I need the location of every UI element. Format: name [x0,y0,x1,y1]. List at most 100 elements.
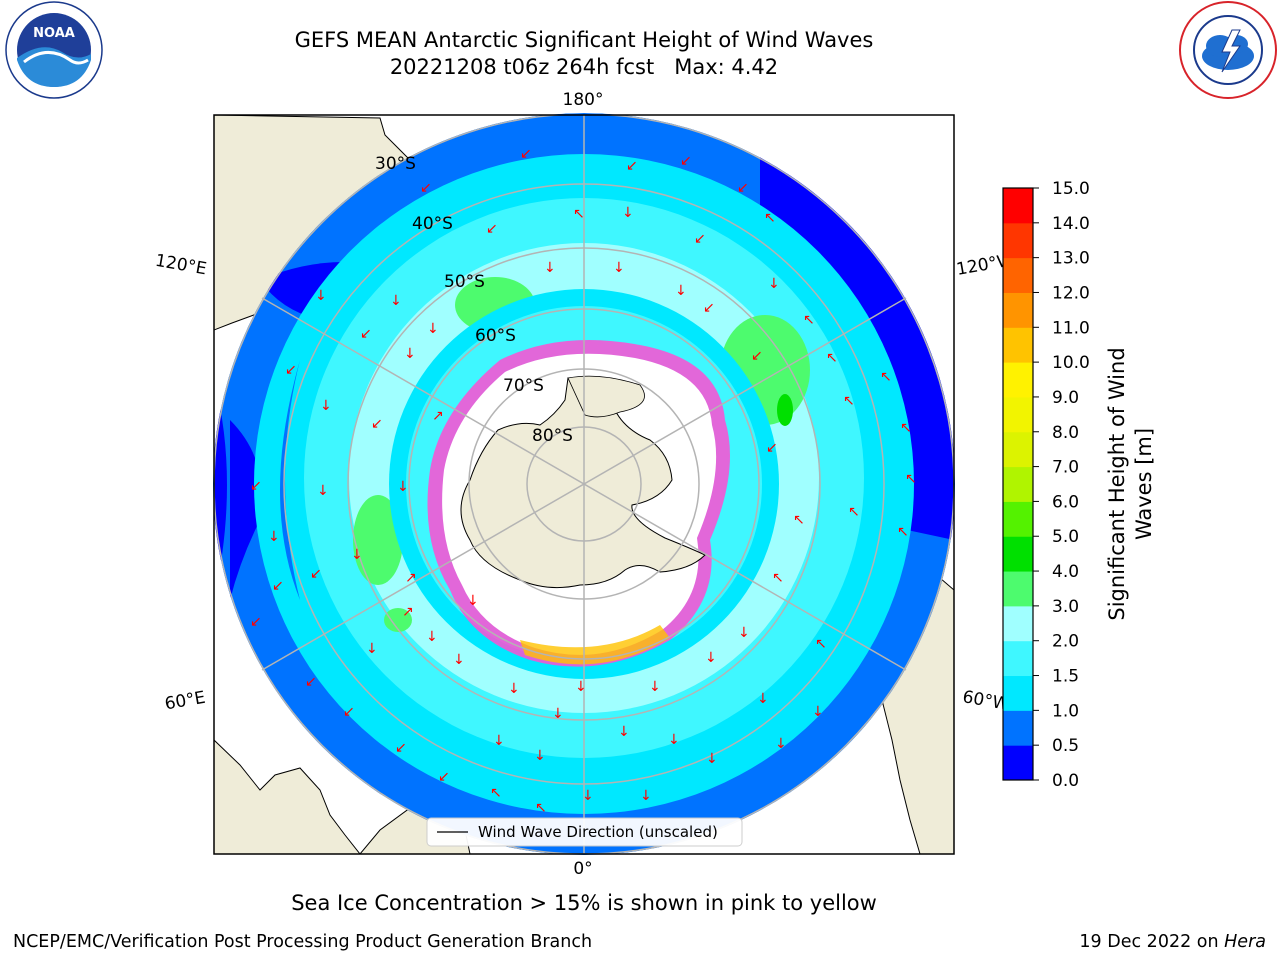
svg-text:↓: ↓ [675,283,687,299]
svg-text:↖: ↖ [764,210,776,226]
svg-text:↖: ↖ [843,393,855,409]
svg-text:↖: ↖ [905,471,917,487]
ross-ice-shelf [567,375,645,418]
svg-text:↖: ↖ [573,206,585,222]
colorbar-swatch [1003,745,1033,781]
lat-label-70s: 70°S [503,376,544,396]
svg-text:↙: ↙ [703,300,715,316]
svg-text:↓: ↓ [582,788,594,804]
colorbar-swatch [1003,222,1033,259]
colorbar-tick-label: 4.0 [1052,562,1079,582]
colorbar-swatch [1003,571,1033,607]
colorbar-tick-label: 12.0 [1052,283,1090,303]
svg-text:↙: ↙ [520,146,532,162]
lat-label-80s: 80°S [532,426,573,446]
colorbar-tick-label: 14.0 [1052,214,1090,234]
svg-text:↖: ↖ [848,504,860,520]
svg-text:↙: ↙ [694,231,706,247]
svg-text:↖: ↖ [535,800,547,816]
svg-text:↓: ↓ [397,479,409,495]
svg-text:↓: ↓ [544,260,556,276]
colorbar-tick-label: 15.0 [1052,179,1090,199]
svg-text:↙: ↙ [737,180,749,196]
colorbar: 0.0 0.5 1.0 1.5 2.0 3.0 4.0 5.0 6.0 7.0 8.0 9.0 10.0… [1003,179,1090,791]
svg-text:↓: ↓ [404,346,416,362]
lat-label-60s: 60°S [475,326,516,346]
svg-text:↙: ↙ [250,614,262,630]
svg-text:↖: ↖ [793,512,805,528]
svg-text:↓: ↓ [706,751,718,767]
colorbar-label-line1: Significant Height of Wind [1105,347,1129,620]
svg-text:↖: ↖ [900,420,912,436]
colorbar-tick-label: 0.5 [1052,736,1079,756]
colorbar-tick-label: 13.0 [1052,249,1090,269]
colorbar-swatch [1003,466,1033,502]
wind-wave-arrows: ↙ ↙ ↙ ↙ ↙ ↙ ↖ ↓ ↙ ↖ ↓ ↓ ↓ ↓ ↓ ↓ ↙ ↓ ↙ ↖ ↖ ↙ ↓ ↙ ↖ ↓ ↗ ↖ ↖ ↙ ↙ ↖ ↙… [250,146,917,816]
svg-text:↖: ↖ [880,369,892,385]
colorbar-tick-label: 1.0 [1052,701,1079,721]
colorbar-tick-label: 10.0 [1052,353,1090,373]
chart-subtitle: 20221208 t06z 264h fcst Max: 4.42 [389,55,779,79]
colorbar-tick-label: 1.5 [1052,667,1079,687]
map-frame [213,114,955,855]
svg-text:↓: ↓ [768,276,780,292]
svg-text:↗: ↗ [432,408,444,424]
colorbar-swatch [1003,605,1033,642]
colorbar-tick-label: 0.0 [1052,771,1079,791]
colorbar-tick-label: 11.0 [1052,318,1090,338]
svg-text:↙: ↙ [751,348,763,364]
colorbar-swatch [1003,536,1033,572]
footer-machine: Hera [1224,932,1266,952]
svg-text:↓: ↓ [268,529,280,545]
svg-text:↓: ↓ [738,625,750,641]
chart-title: GEFS MEAN Antarctic Significant Height o… [294,28,874,52]
svg-text:↓: ↓ [622,205,634,221]
svg-text:↖: ↖ [897,524,909,540]
svg-text:↓: ↓ [552,706,564,722]
svg-text:↙: ↙ [680,153,692,169]
colorbar-frame [1002,187,1034,781]
colorbar-swatch [1003,501,1033,537]
footer-branch: NCEP/EMC/Verification Post Processing Pr… [13,932,593,952]
svg-text:↗: ↗ [402,604,414,620]
svg-text:↓: ↓ [427,321,439,337]
svg-text:↗: ↗ [405,570,417,586]
svg-text:↓: ↓ [613,260,625,276]
colorbar-tick-label: 2.0 [1052,632,1079,652]
svg-text:↖: ↖ [803,312,815,328]
colorbar-tick-label: 5.0 [1052,527,1079,547]
colorbar-label-line2: Waves [m] [1132,428,1156,540]
lat-label-50s: 50°S [444,272,485,292]
svg-text:↓: ↓ [618,724,630,740]
colorbar-swatch [1003,257,1033,293]
svg-text:↙: ↙ [250,478,262,494]
svg-text:↓: ↓ [366,641,378,657]
colorbar-swatch [1003,327,1033,363]
graticule [214,115,954,854]
svg-text:↓: ↓ [775,736,787,752]
svg-text:↓: ↓ [757,691,769,707]
lat-label-30s: 30°S [375,154,416,174]
svg-text:↙: ↙ [766,440,778,456]
svg-text:↓: ↓ [390,293,402,309]
svg-text:↓: ↓ [575,679,587,695]
svg-text:↓: ↓ [467,593,479,609]
svg-text:↓: ↓ [315,288,327,304]
svg-text:↓: ↓ [317,483,329,499]
noaa-logo-text: NOAA [33,26,75,41]
svg-text:↙: ↙ [395,740,407,756]
svg-text:↓: ↓ [705,650,717,666]
lon-label-0: 0° [573,859,592,879]
colorbar-swatch [1003,675,1033,711]
colorbar-tick-label: 8.0 [1052,423,1079,443]
colorbar-swatch [1003,292,1033,328]
lon-label-60e: 60°E [163,688,207,715]
svg-text:↓: ↓ [351,547,363,563]
svg-text:↙: ↙ [360,326,372,342]
svg-text:↓: ↓ [640,788,652,804]
svg-text:↙: ↙ [305,674,317,690]
colorbar-tick-label: 9.0 [1052,388,1079,408]
svg-text:↓: ↓ [649,679,661,695]
colorbar-tick-label: 3.0 [1052,597,1079,617]
